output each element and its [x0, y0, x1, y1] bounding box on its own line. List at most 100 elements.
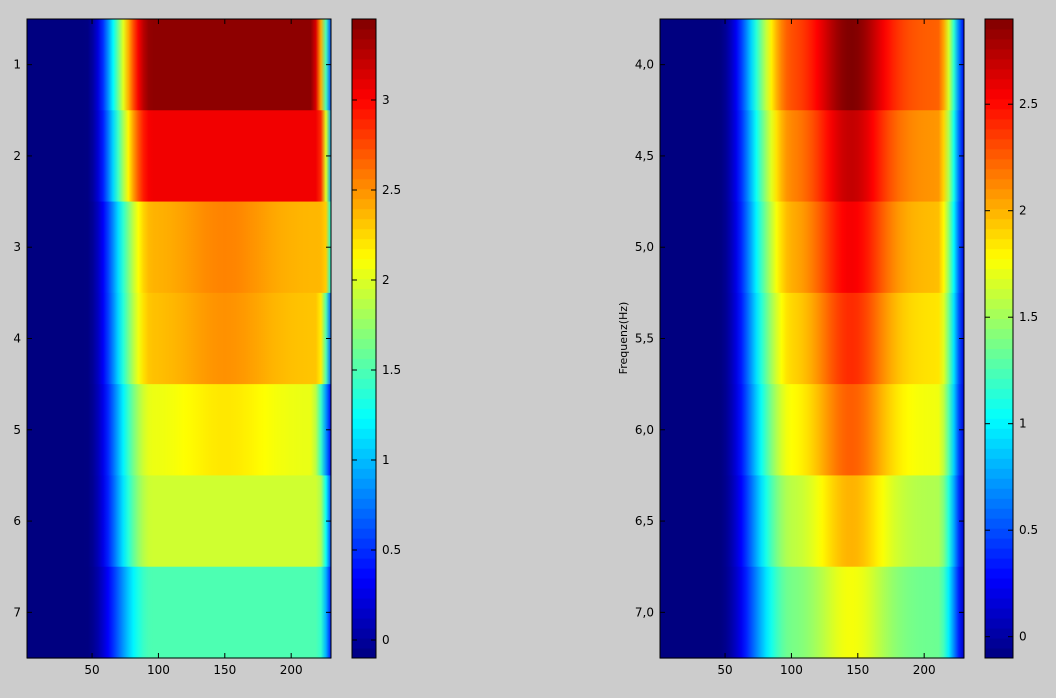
- colorbar-tick-label: 2.5: [1019, 97, 1038, 111]
- heatmap-row: [660, 201, 964, 294]
- colorbar-cell: [352, 58, 376, 70]
- y-tick-label: 5,0: [635, 240, 654, 254]
- x-tick-label: 100: [780, 663, 803, 677]
- colorbar-cell: [985, 148, 1013, 160]
- colorbar-cell: [352, 208, 376, 220]
- colorbar-cell: [352, 388, 376, 399]
- colorbar-cell: [352, 19, 376, 30]
- colorbar-cell: [352, 458, 376, 469]
- heatmap-row: [660, 566, 964, 659]
- colorbar-tick-label: 3: [382, 93, 390, 107]
- heatmap-row: [660, 19, 964, 111]
- colorbar-cell: [985, 488, 1013, 499]
- heatmap-row: [660, 384, 964, 477]
- colorbar-cell: [985, 348, 1013, 359]
- left-heatmap-plot: [27, 19, 331, 659]
- colorbar-cell: [985, 138, 1013, 150]
- colorbar-cell: [352, 98, 376, 110]
- y-tick-label: 2: [13, 149, 21, 163]
- colorbar-cell: [985, 358, 1013, 369]
- colorbar-cell: [352, 118, 376, 130]
- colorbar-cell: [352, 498, 376, 509]
- colorbar-cell: [352, 188, 376, 200]
- heatmap-row: [27, 19, 331, 111]
- colorbar-cell: [985, 588, 1013, 599]
- colorbar-cell: [352, 528, 376, 539]
- colorbar-cell: [352, 428, 376, 439]
- colorbar-cell: [985, 578, 1013, 589]
- colorbar-cell: [985, 118, 1013, 130]
- colorbar-cell: [352, 318, 376, 330]
- colorbar-cell: [985, 258, 1013, 270]
- colorbar-cell: [352, 138, 376, 150]
- colorbar-tick-label: 2: [1019, 204, 1027, 218]
- colorbar-cell: [985, 38, 1013, 50]
- colorbar-cell: [985, 388, 1013, 399]
- colorbar-cell: [352, 338, 376, 349]
- colorbar-cell: [352, 448, 376, 459]
- colorbar-cell: [352, 88, 376, 100]
- colorbar-cell: [352, 158, 376, 170]
- colorbar-tick-label: 0.5: [1019, 523, 1038, 537]
- colorbar-cell: [985, 638, 1013, 649]
- right-colorbar-ticks: 0 0.5 1 1.5 2 2.5: [985, 97, 1038, 644]
- colorbar-cell: [352, 298, 376, 310]
- colorbar-cell: [352, 408, 376, 419]
- colorbar-cell: [985, 498, 1013, 509]
- colorbar-cell: [985, 438, 1013, 449]
- right-x-axis: 50 100 150 200: [717, 19, 936, 677]
- colorbar-cell: [985, 158, 1013, 170]
- y-tick-label: 3: [13, 240, 21, 254]
- colorbar-cell: [985, 468, 1013, 479]
- colorbar-cell: [352, 288, 376, 300]
- colorbar-cell: [352, 238, 376, 250]
- colorbar-cell: [352, 568, 376, 579]
- colorbar-cell: [352, 628, 376, 639]
- heatmap-row: [660, 475, 964, 568]
- heatmap-row: [660, 110, 964, 203]
- colorbar-cell: [352, 218, 376, 230]
- colorbar-cell: [985, 48, 1013, 60]
- colorbar-cell: [352, 538, 376, 549]
- colorbar-cell: [985, 19, 1013, 30]
- left-colorbar: 0 0.5 1 1.5 2 2.5 3: [351, 18, 401, 659]
- right-y-axis-label: Frequenz(Hz): [617, 302, 630, 375]
- right-colorbar-frame: [984, 18, 1014, 659]
- colorbar-cell: [985, 78, 1013, 90]
- colorbar-cell: [352, 588, 376, 599]
- colorbar-cell: [985, 198, 1013, 210]
- x-tick-label: 150: [846, 663, 869, 677]
- colorbar-cell: [985, 128, 1013, 140]
- colorbar-tick-label: 1.5: [382, 363, 401, 377]
- colorbar-cell: [352, 618, 376, 629]
- colorbar-cell: [985, 228, 1013, 240]
- colorbar-cell: [985, 28, 1013, 40]
- colorbar-cell: [352, 278, 376, 290]
- colorbar-cell: [985, 548, 1013, 559]
- colorbar-cell: [985, 108, 1013, 120]
- colorbar-cell: [985, 568, 1013, 579]
- colorbar-cell: [985, 178, 1013, 190]
- colorbar-cell: [352, 128, 376, 140]
- heatmap-row: [27, 475, 331, 568]
- y-tick-label: 7,0: [635, 605, 654, 619]
- colorbar-cell: [352, 108, 376, 120]
- colorbar-cell: [352, 468, 376, 479]
- colorbar-cell: [352, 638, 376, 649]
- colorbar-cell: [985, 288, 1013, 300]
- colorbar-cell: [985, 98, 1013, 110]
- colorbar-cell: [352, 648, 376, 659]
- colorbar-tick-label: 1: [1019, 417, 1027, 431]
- colorbar-cell: [985, 298, 1013, 310]
- left-y-axis: 1 2 3 4 5 6 7: [13, 58, 331, 619]
- colorbar-cell: [985, 448, 1013, 459]
- y-tick-label: 4: [13, 332, 21, 346]
- colorbar-cell: [985, 618, 1013, 629]
- heatmap-row: [27, 292, 331, 385]
- colorbar-cell: [985, 268, 1013, 280]
- right-heatmap-plot: [660, 19, 964, 659]
- colorbar-cell: [352, 518, 376, 529]
- colorbar-cell: [985, 208, 1013, 220]
- colorbar-cell: [352, 418, 376, 429]
